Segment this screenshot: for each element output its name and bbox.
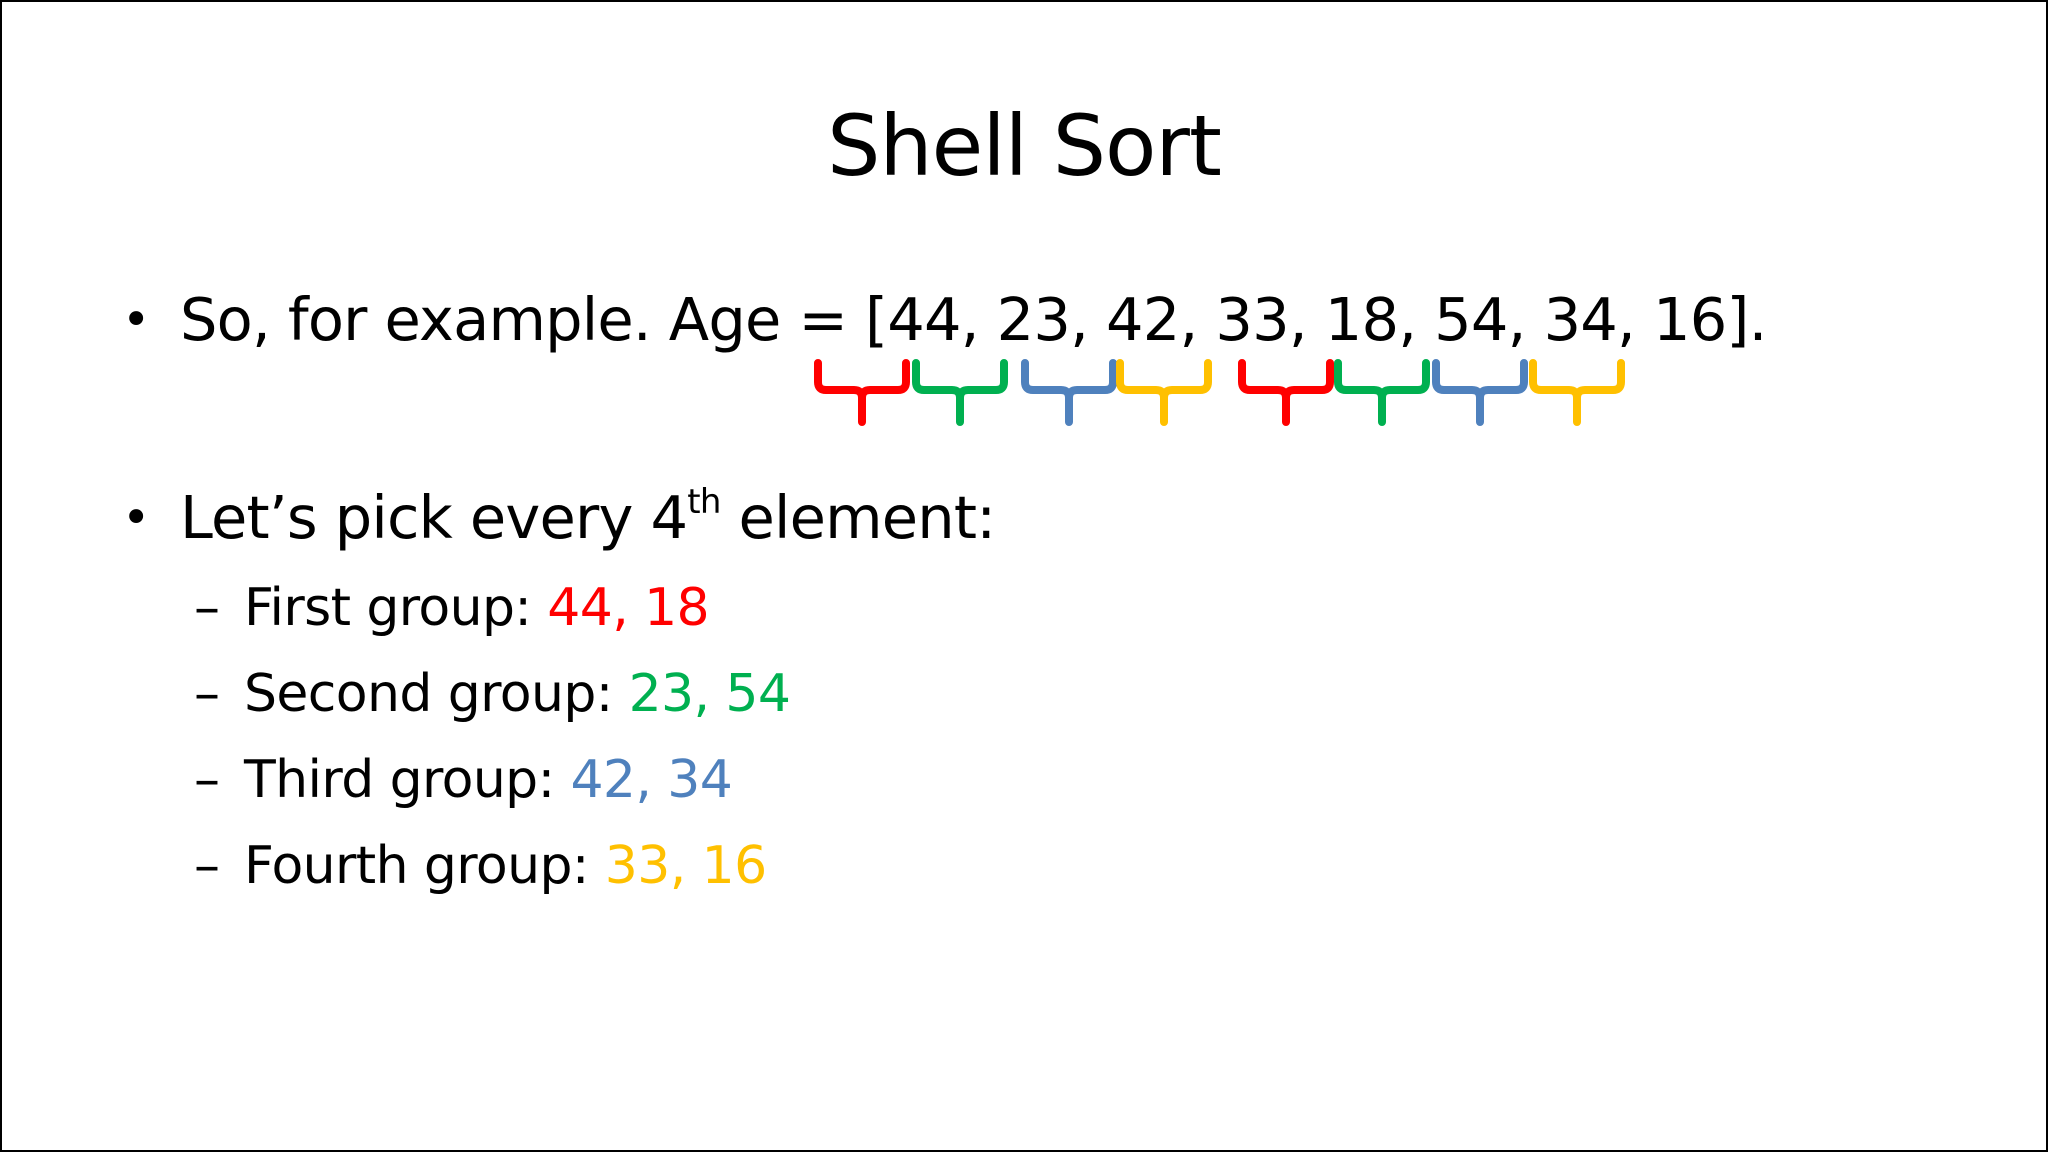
group-values: 44, 18 [547, 578, 710, 638]
brace-1 [814, 359, 910, 426]
group-values: 42, 34 [570, 750, 733, 810]
example-array-text: So, for example. Age = [44, 23, 42, 33, … [180, 285, 1767, 354]
group-item-fourth: – Fourth group: 33, 16 [194, 828, 1094, 914]
brace-8 [1529, 359, 1625, 426]
slide-title: Shell Sort [827, 97, 1222, 195]
sub-bullet-dash: – [194, 836, 220, 896]
group-item-first: – First group: 44, 18 [194, 570, 1094, 656]
brace-3 [1021, 359, 1117, 426]
sub-bullet-dash: – [194, 750, 220, 810]
group-label: Second group: [244, 664, 629, 724]
bullet-dot: • [122, 292, 150, 348]
sub-bullet-dash: – [194, 578, 220, 638]
group-label: Third group: [244, 750, 571, 810]
brace-5 [1238, 359, 1334, 426]
brace-6 [1334, 359, 1430, 426]
group-values: 33, 16 [604, 836, 767, 896]
group-item-third: – Third group: 42, 34 [194, 742, 1094, 828]
group-label: First group: [244, 578, 548, 638]
group-label: Fourth group: [244, 836, 605, 896]
ordinal-superscript: th [687, 482, 721, 523]
pick-text-after: element: [720, 483, 997, 552]
pick-every-4th-text: Let’s pick every 4th element: [180, 478, 997, 558]
group-list: – First group: 44, 18 – Second group: 23, … [194, 570, 1094, 914]
brace-2 [912, 359, 1008, 426]
group-values: 23, 54 [628, 664, 791, 724]
brace-7 [1432, 359, 1528, 426]
bullet-dot: • [122, 490, 150, 546]
sub-bullet-dash: – [194, 664, 220, 724]
pick-text-before: Let’s pick every 4 [180, 483, 688, 552]
group-item-second: – Second group: 23, 54 [194, 656, 1094, 742]
brace-4 [1116, 359, 1212, 426]
